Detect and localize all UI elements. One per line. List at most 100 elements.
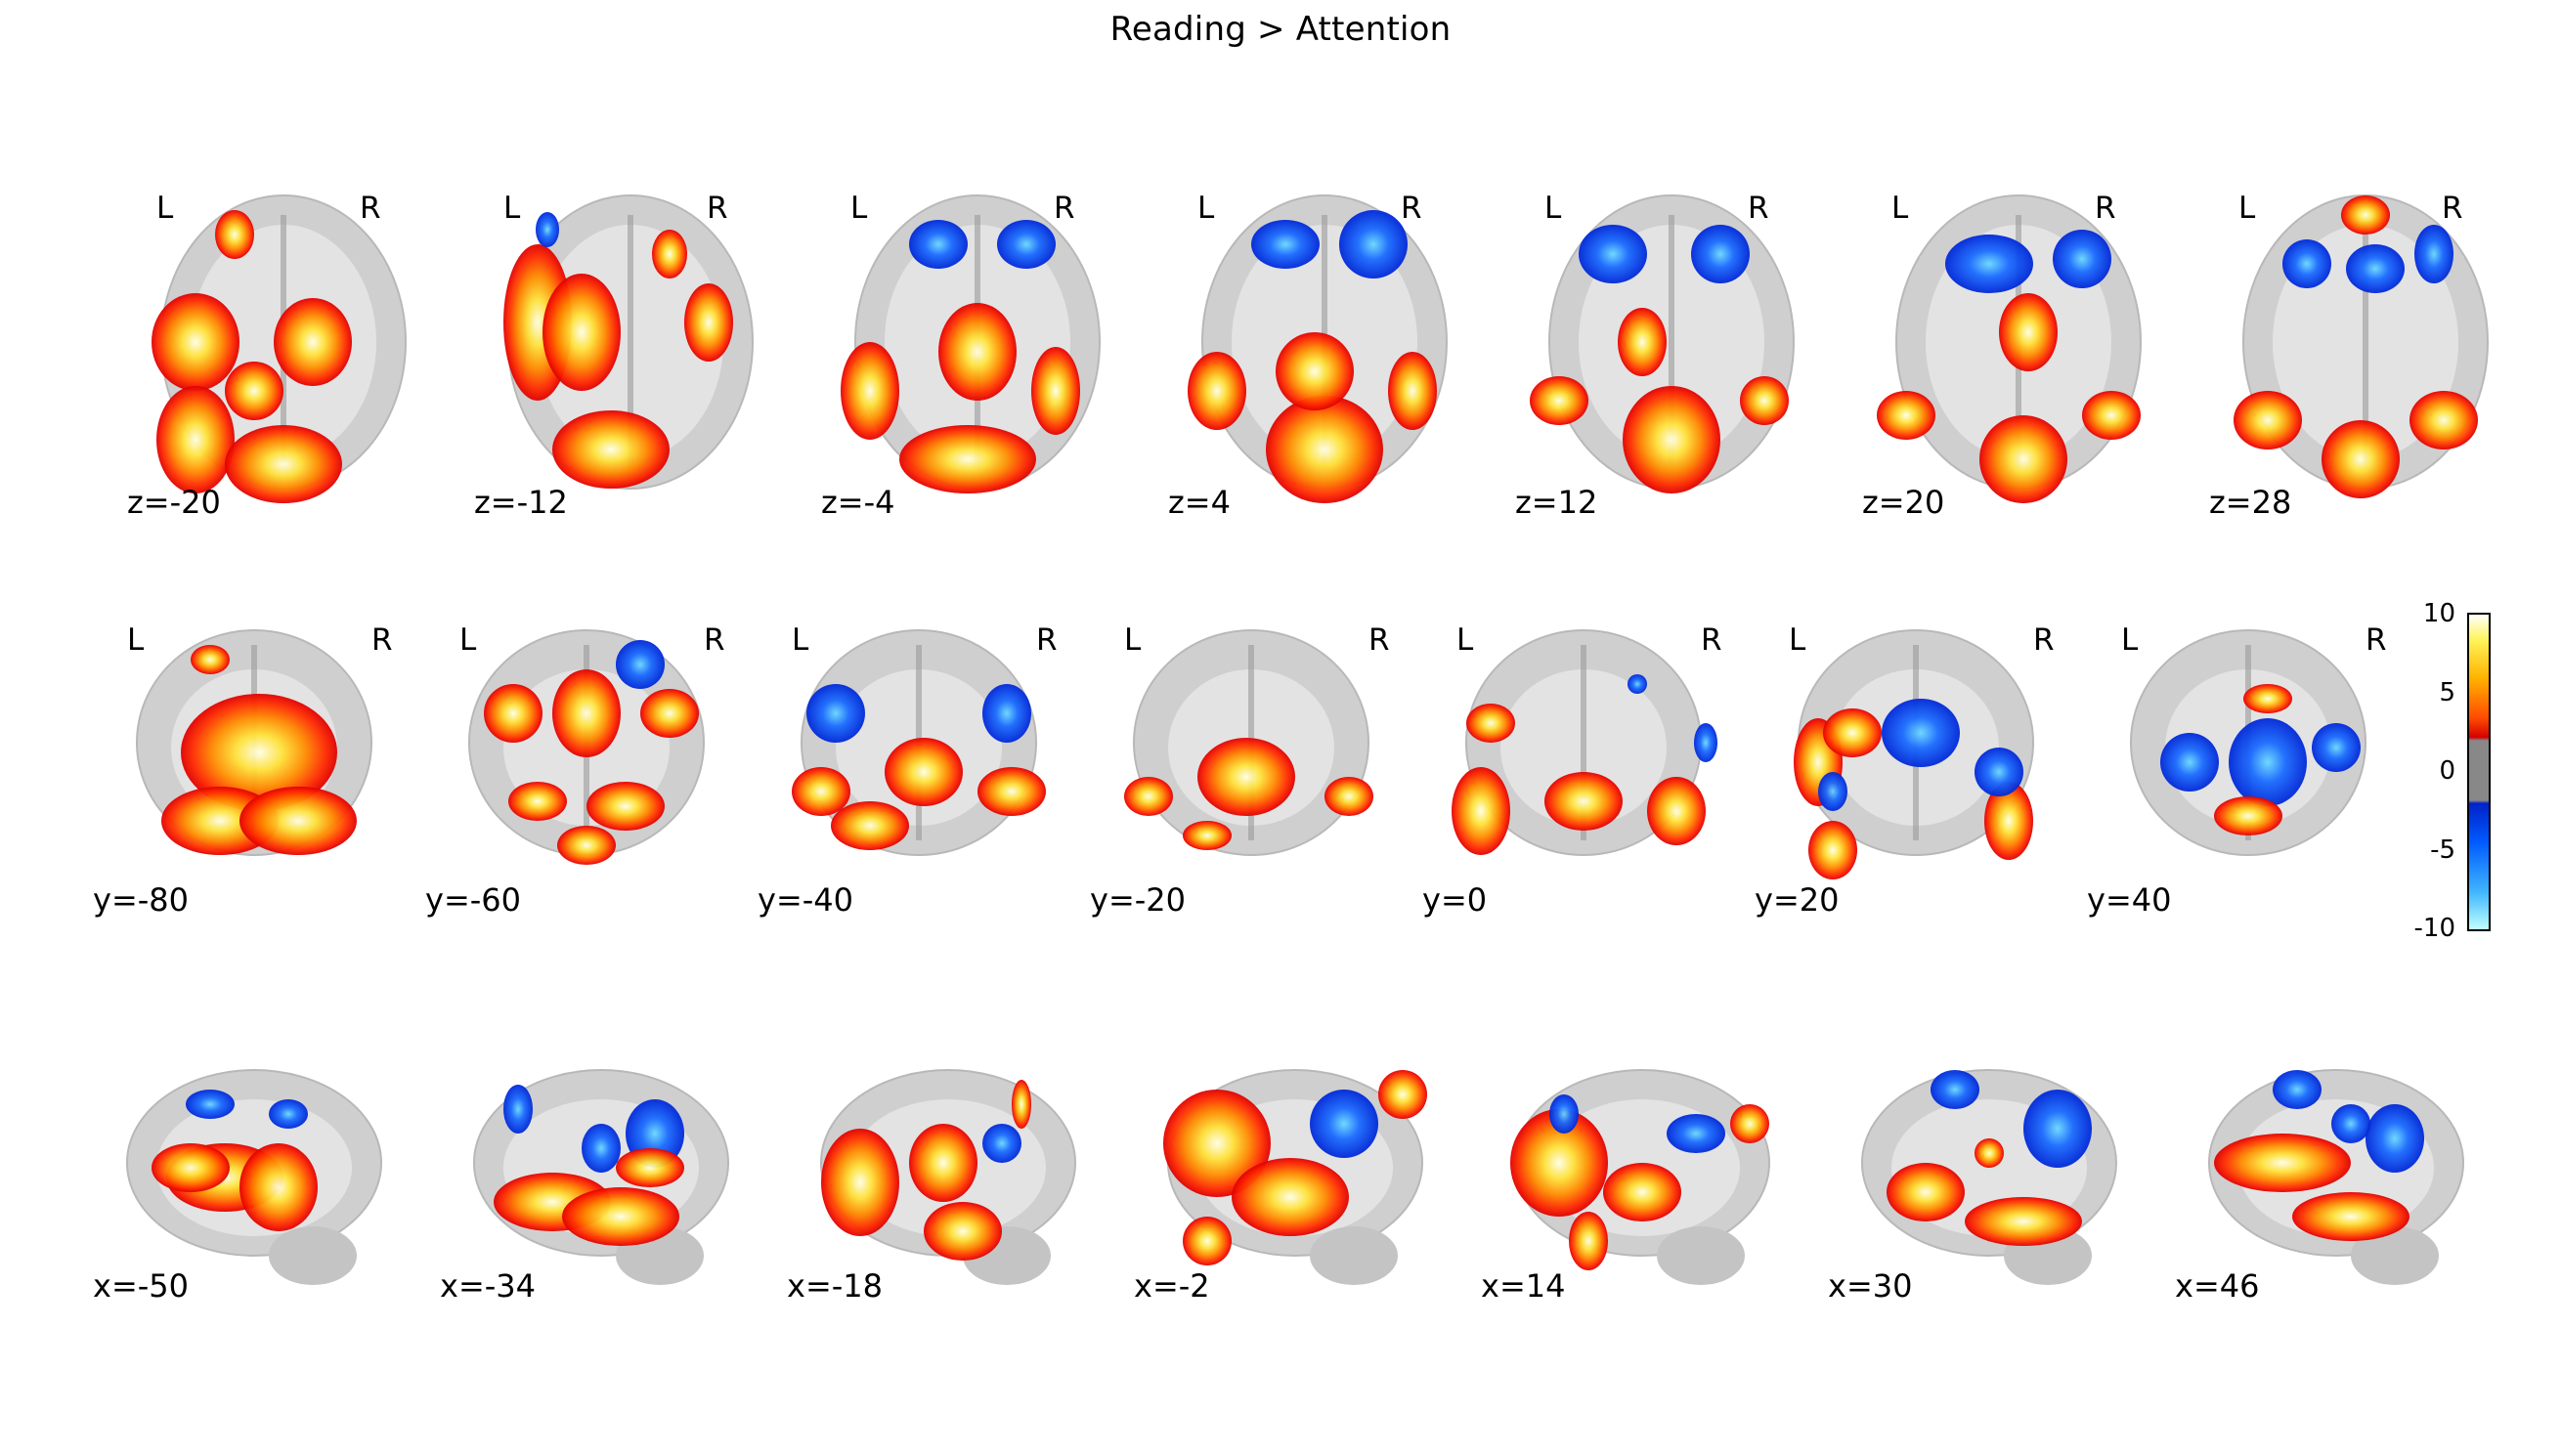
left-orientation-label: L xyxy=(1544,191,1562,226)
coronal-slice-coordinate: y=0 xyxy=(1422,881,1488,919)
activation-blob-positive xyxy=(2409,391,2478,450)
axial-brain-image xyxy=(1877,194,2142,503)
activation-blob-positive xyxy=(1544,772,1623,831)
activation-blob-positive xyxy=(1877,391,1935,440)
activation-blob-positive xyxy=(1603,1163,1681,1221)
activation-blob-negative xyxy=(2229,718,2307,806)
activation-blob-negative xyxy=(1628,674,1647,694)
activation-blob-positive xyxy=(1012,1080,1031,1129)
activation-blob-positive xyxy=(181,694,337,811)
activation-blob-negative xyxy=(982,1124,1021,1163)
left-orientation-label: L xyxy=(850,191,868,226)
right-orientation-label: R xyxy=(1036,622,1058,658)
sagittal-slice-coordinate: x=-50 xyxy=(93,1267,190,1305)
activation-blob-negative xyxy=(806,684,865,743)
right-orientation-label: R xyxy=(371,622,393,658)
activation-blob-positive xyxy=(2082,391,2141,440)
sagittal-slice-coordinate: x=46 xyxy=(2175,1267,2260,1305)
activation-blob-positive xyxy=(1808,821,1857,879)
sagittal-slice-panel: x=14 xyxy=(1481,1026,1813,1456)
right-orientation-label: R xyxy=(2366,622,2387,658)
activation-blob-negative xyxy=(2331,1104,2370,1143)
right-orientation-label: R xyxy=(1401,191,1422,226)
right-orientation-label: R xyxy=(360,191,381,226)
left-orientation-label: L xyxy=(156,191,174,226)
axial-brain-image xyxy=(1530,194,1795,493)
activation-blob-positive xyxy=(1388,352,1437,430)
right-orientation-label: R xyxy=(1748,191,1769,226)
activation-blob-positive xyxy=(1197,738,1295,816)
activation-blob-positive xyxy=(2214,796,2282,835)
left-orientation-label: L xyxy=(1124,622,1142,658)
activation-blob-positive xyxy=(225,425,342,503)
activation-blob-positive xyxy=(924,1202,1002,1261)
activation-blob-positive xyxy=(885,738,963,806)
coronal-brain-image xyxy=(136,629,372,856)
axial-brain-image xyxy=(503,194,754,490)
activation-blob-positive xyxy=(152,293,239,391)
activation-blob-positive xyxy=(225,362,283,420)
activation-blob-negative xyxy=(1549,1094,1579,1134)
activation-blob-positive xyxy=(1232,1158,1349,1236)
coronal-brain-image xyxy=(792,629,1046,856)
activation-blob-positive xyxy=(1979,415,2067,503)
sagittal-brain-image xyxy=(820,1069,1076,1285)
activation-blob-negative xyxy=(1667,1114,1725,1153)
activation-blob-negative xyxy=(2346,244,2405,293)
colorbar-tick-label: -10 xyxy=(2413,914,2455,943)
activation-blob-negative xyxy=(1694,723,1717,762)
activation-blob-positive xyxy=(2322,420,2400,498)
activation-blob-positive xyxy=(543,274,621,391)
axial-slice-coordinate: z=20 xyxy=(1862,484,1945,521)
activation-blob-positive xyxy=(152,1143,230,1192)
activation-blob-negative xyxy=(1882,699,1960,767)
activation-blob-positive xyxy=(1730,1104,1769,1143)
activation-blob-positive xyxy=(1975,1138,2004,1168)
sagittal-slice-panel: x=-50 xyxy=(93,1026,425,1456)
activation-blob-positive xyxy=(586,782,665,831)
activation-blob-positive xyxy=(1276,332,1354,410)
sagittal-slice-panel: x=30 xyxy=(1828,1026,2160,1456)
activation-blob-negative xyxy=(536,212,559,247)
sagittal-brain-image xyxy=(473,1069,729,1285)
activation-blob-negative xyxy=(269,1099,308,1129)
axial-slice-coordinate: z=-4 xyxy=(821,484,895,521)
axial-brain-image xyxy=(2234,194,2489,498)
axial-slice-coordinate: z=28 xyxy=(2209,484,2292,521)
activation-blob-positive xyxy=(1266,396,1383,503)
coronal-brain-image xyxy=(1794,629,2034,879)
activation-blob-positive xyxy=(191,645,230,674)
activation-blob-negative xyxy=(582,1124,621,1173)
sagittal-slice-panel: x=-2 xyxy=(1134,1026,1466,1456)
coronal-slice-coordinate: y=40 xyxy=(2087,881,2172,919)
right-orientation-label: R xyxy=(2095,191,2116,226)
activation-blob-negative xyxy=(2023,1090,2092,1168)
activation-blob-positive xyxy=(239,787,357,855)
activation-blob-negative xyxy=(1310,1090,1378,1158)
axial-slice-coordinate: z=12 xyxy=(1515,484,1598,521)
coronal-slice-coordinate: y=-20 xyxy=(1090,881,1187,919)
colorbar-tick-label: -5 xyxy=(2430,835,2455,865)
sagittal-slice-coordinate: x=14 xyxy=(1481,1267,1566,1305)
left-orientation-label: L xyxy=(1197,191,1215,226)
colorbar xyxy=(2467,613,2491,931)
activation-blob-negative xyxy=(1818,772,1847,811)
left-orientation-label: L xyxy=(503,191,521,226)
activation-blob-positive xyxy=(552,669,621,757)
axial-brain-image xyxy=(1188,194,1448,503)
activation-blob-positive xyxy=(1647,777,1706,845)
coronal-slice-coordinate: y=-40 xyxy=(758,881,854,919)
sagittal-slice-coordinate: x=-2 xyxy=(1134,1267,1210,1305)
activation-blob-positive xyxy=(1887,1163,1965,1221)
activation-blob-positive xyxy=(909,1124,977,1202)
activation-blob-negative xyxy=(982,684,1031,743)
axial-brain-image xyxy=(841,194,1101,493)
coronal-brain-image xyxy=(468,629,705,865)
